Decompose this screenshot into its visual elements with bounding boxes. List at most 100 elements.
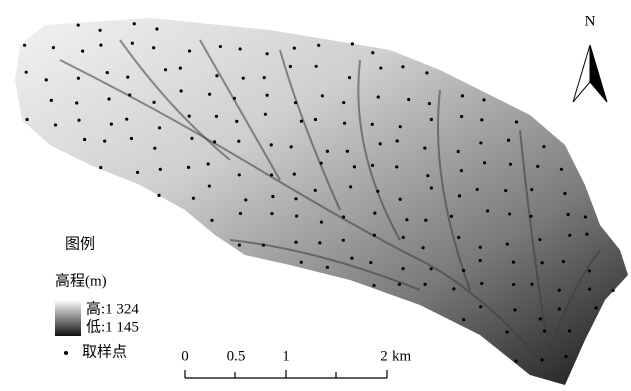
sample-point [479, 259, 482, 262]
sample-point [99, 166, 102, 169]
sample-point [290, 145, 293, 148]
sample-point [371, 51, 374, 54]
sample-point [270, 143, 273, 146]
sample-point [515, 120, 518, 123]
sample-point [349, 185, 352, 188]
sample-point [369, 261, 372, 264]
sample-point [233, 97, 236, 100]
sample-point [372, 284, 375, 287]
sample-point [346, 150, 349, 153]
sample-point [293, 47, 296, 50]
sample-point [568, 329, 571, 332]
sample-point [342, 239, 345, 242]
sample-point [476, 188, 479, 191]
sample-point [326, 266, 329, 269]
sample-point [244, 198, 247, 201]
sample-point [479, 246, 482, 249]
north-arrow: N [573, 13, 607, 102]
sample-point [542, 145, 545, 148]
sample-point [407, 98, 410, 101]
sample-point [480, 118, 483, 121]
sample-point [266, 94, 269, 97]
sample-point [562, 260, 565, 263]
sample-point [54, 123, 57, 126]
sample-point [213, 140, 216, 143]
sample-point [107, 97, 110, 100]
sample-point [426, 174, 429, 177]
sample-point [563, 192, 566, 195]
map: N 图例 高程(m) 高:1 324 低:1 145 取样点 0 0.5 1 2… [0, 0, 631, 391]
sample-point [504, 189, 507, 192]
sample-point [529, 215, 532, 218]
sample-point [271, 195, 274, 198]
legend-points: 取样点 [82, 343, 127, 360]
sample-point [210, 219, 213, 222]
sample-point [242, 77, 245, 80]
sample-point [239, 47, 242, 50]
sample-point [588, 288, 591, 291]
sample-point [52, 46, 55, 49]
sample-point [180, 89, 183, 92]
sample-point [314, 118, 317, 121]
sample-point [262, 244, 265, 247]
sample-point [399, 125, 402, 128]
sample-point [237, 140, 240, 143]
sample-point [342, 101, 345, 104]
sample-point [541, 261, 544, 264]
sample-point [83, 138, 86, 141]
sample-point [373, 234, 376, 237]
sample-point [405, 218, 408, 221]
sample-point [396, 139, 399, 142]
sample-point [270, 212, 273, 215]
sample-point [152, 46, 155, 49]
sample-point [541, 358, 544, 361]
sample-point [188, 115, 191, 118]
sample-point [75, 101, 78, 104]
legend-elevation: 高程(m) [55, 272, 107, 289]
sample-point [153, 147, 156, 150]
sample-point [270, 173, 273, 176]
sample-point [486, 209, 489, 212]
sample-point [512, 283, 515, 286]
sample-point [588, 269, 591, 272]
sample-point [192, 197, 195, 200]
sample-point [300, 120, 303, 123]
sample-point [401, 267, 404, 270]
sample-point [424, 219, 427, 222]
sample-point [423, 283, 426, 286]
sample-point [558, 289, 561, 292]
north-label: N [585, 13, 596, 29]
sample-point [317, 44, 320, 47]
sample-point [508, 212, 511, 215]
scale-label: 0 [181, 348, 189, 364]
sample-point [351, 42, 354, 45]
sample-point [130, 137, 133, 140]
sample-point [450, 215, 453, 218]
sample-point [430, 186, 433, 189]
sample-point [208, 184, 211, 187]
sample-point [98, 29, 101, 32]
sample-point [401, 65, 404, 68]
sample-point [106, 71, 109, 74]
sample-point [164, 68, 167, 71]
sample-point [188, 49, 191, 52]
sample-point [460, 169, 463, 172]
sample-point [235, 120, 238, 123]
sample-point [239, 212, 242, 215]
sample-point [320, 162, 323, 165]
sample-point [238, 173, 241, 176]
sample-point [190, 137, 193, 140]
sample-point [558, 307, 561, 310]
sample-point [513, 308, 516, 311]
sample-point [152, 101, 155, 104]
sample-point [371, 123, 374, 126]
sample-point [567, 213, 570, 216]
legend-low: 低:1 145 [86, 318, 139, 335]
sample-point [425, 71, 428, 74]
sample-point [77, 23, 80, 26]
sample-point [157, 194, 160, 197]
sample-point [159, 168, 162, 171]
sample-point [457, 150, 460, 153]
sample-point [460, 115, 463, 118]
sample-point [505, 330, 508, 333]
